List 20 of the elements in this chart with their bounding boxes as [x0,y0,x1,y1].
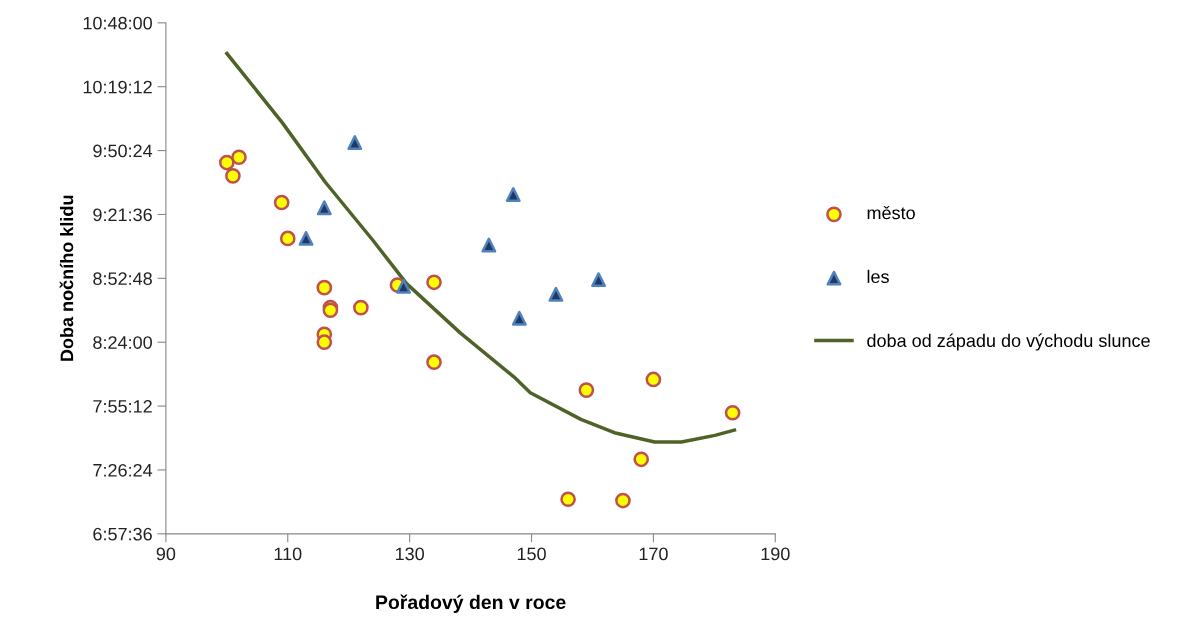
legend-label: město [867,205,915,220]
x-tick-label: 150 [517,547,546,561]
legend-label: doba od západu do východu slunce [867,333,1150,351]
y-tick-label: 10:19:12 [83,80,152,94]
x-tick-label: 190 [761,547,790,561]
y-tick-label: 8:24:00 [93,336,152,349]
x-tick-label: 130 [395,547,424,561]
y-axis-title: Doba nočního klidu [59,195,74,361]
x-axis-title: Pořadový den v roce [376,594,566,613]
y-tick-label: 10:48:00 [83,16,152,30]
x-tick-label: 90 [156,547,176,561]
y-tick-label: 7:26:24 [93,463,153,477]
y-tick-label: 8:52:48 [93,272,152,286]
y-tick-label: 7:55:12 [93,400,152,413]
legend-label: les [867,269,889,284]
x-tick-label: 170 [639,547,668,561]
y-tick-label: 9:50:24 [93,144,153,158]
x-tick-label: 110 [274,547,302,561]
y-tick-label: 6:57:36 [93,527,152,541]
y-tick-label: 9:21:36 [93,208,152,222]
